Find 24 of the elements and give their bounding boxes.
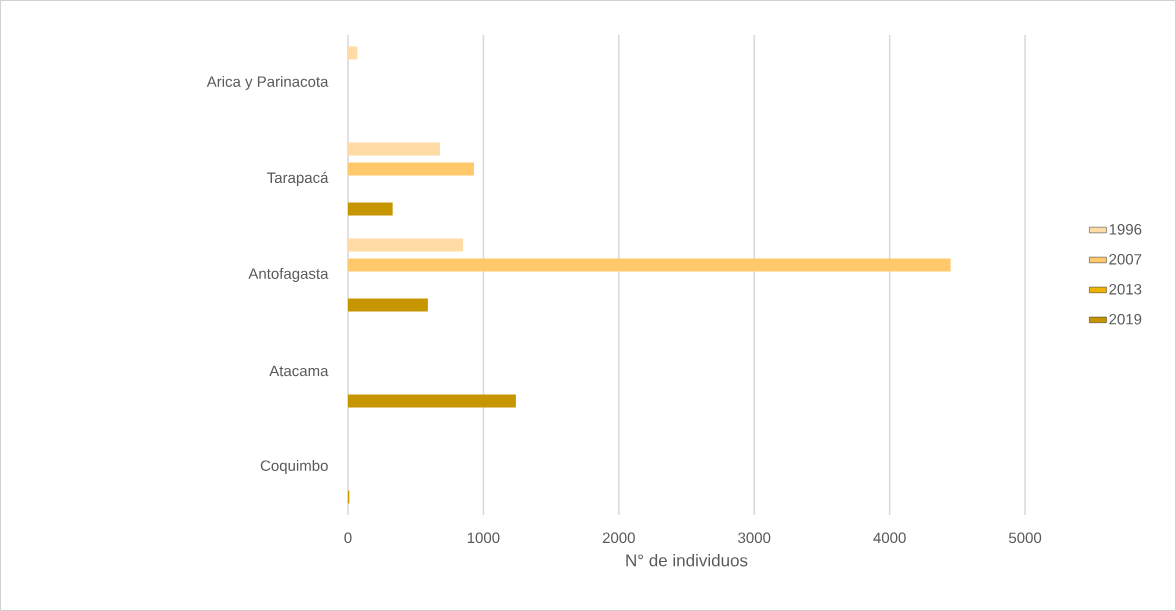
legend-label: 2019 — [1109, 313, 1142, 325]
x-tick-label: 0 — [344, 532, 352, 544]
y-tick-label: Coquimbo — [260, 460, 328, 475]
bar — [347, 142, 441, 156]
legend-label: 1996 — [1109, 224, 1142, 235]
bar — [347, 238, 464, 252]
bar — [347, 394, 516, 408]
x-tick-label: 3000 — [738, 532, 771, 544]
x-tick-label: 2000 — [602, 532, 635, 544]
x-axis-title: N° de individuos — [626, 554, 748, 567]
legend-label: 2013 — [1109, 283, 1142, 295]
y-tick-label: Arica y Parinacota — [206, 75, 329, 90]
legend-label: 2007 — [1109, 254, 1142, 265]
x-tick-label: 5000 — [1008, 532, 1042, 544]
y-tick-label: Tarapacá — [267, 171, 329, 187]
x-tick-label: 4000 — [873, 532, 906, 544]
y-tick-label: Antofagasta — [248, 268, 329, 282]
y-tick-label: Atacama — [269, 365, 329, 377]
bar — [347, 202, 393, 216]
bar — [347, 298, 428, 312]
bar — [347, 46, 358, 60]
bar — [347, 258, 951, 272]
bar — [347, 162, 474, 176]
x-tick-label: 1000 — [467, 532, 500, 544]
